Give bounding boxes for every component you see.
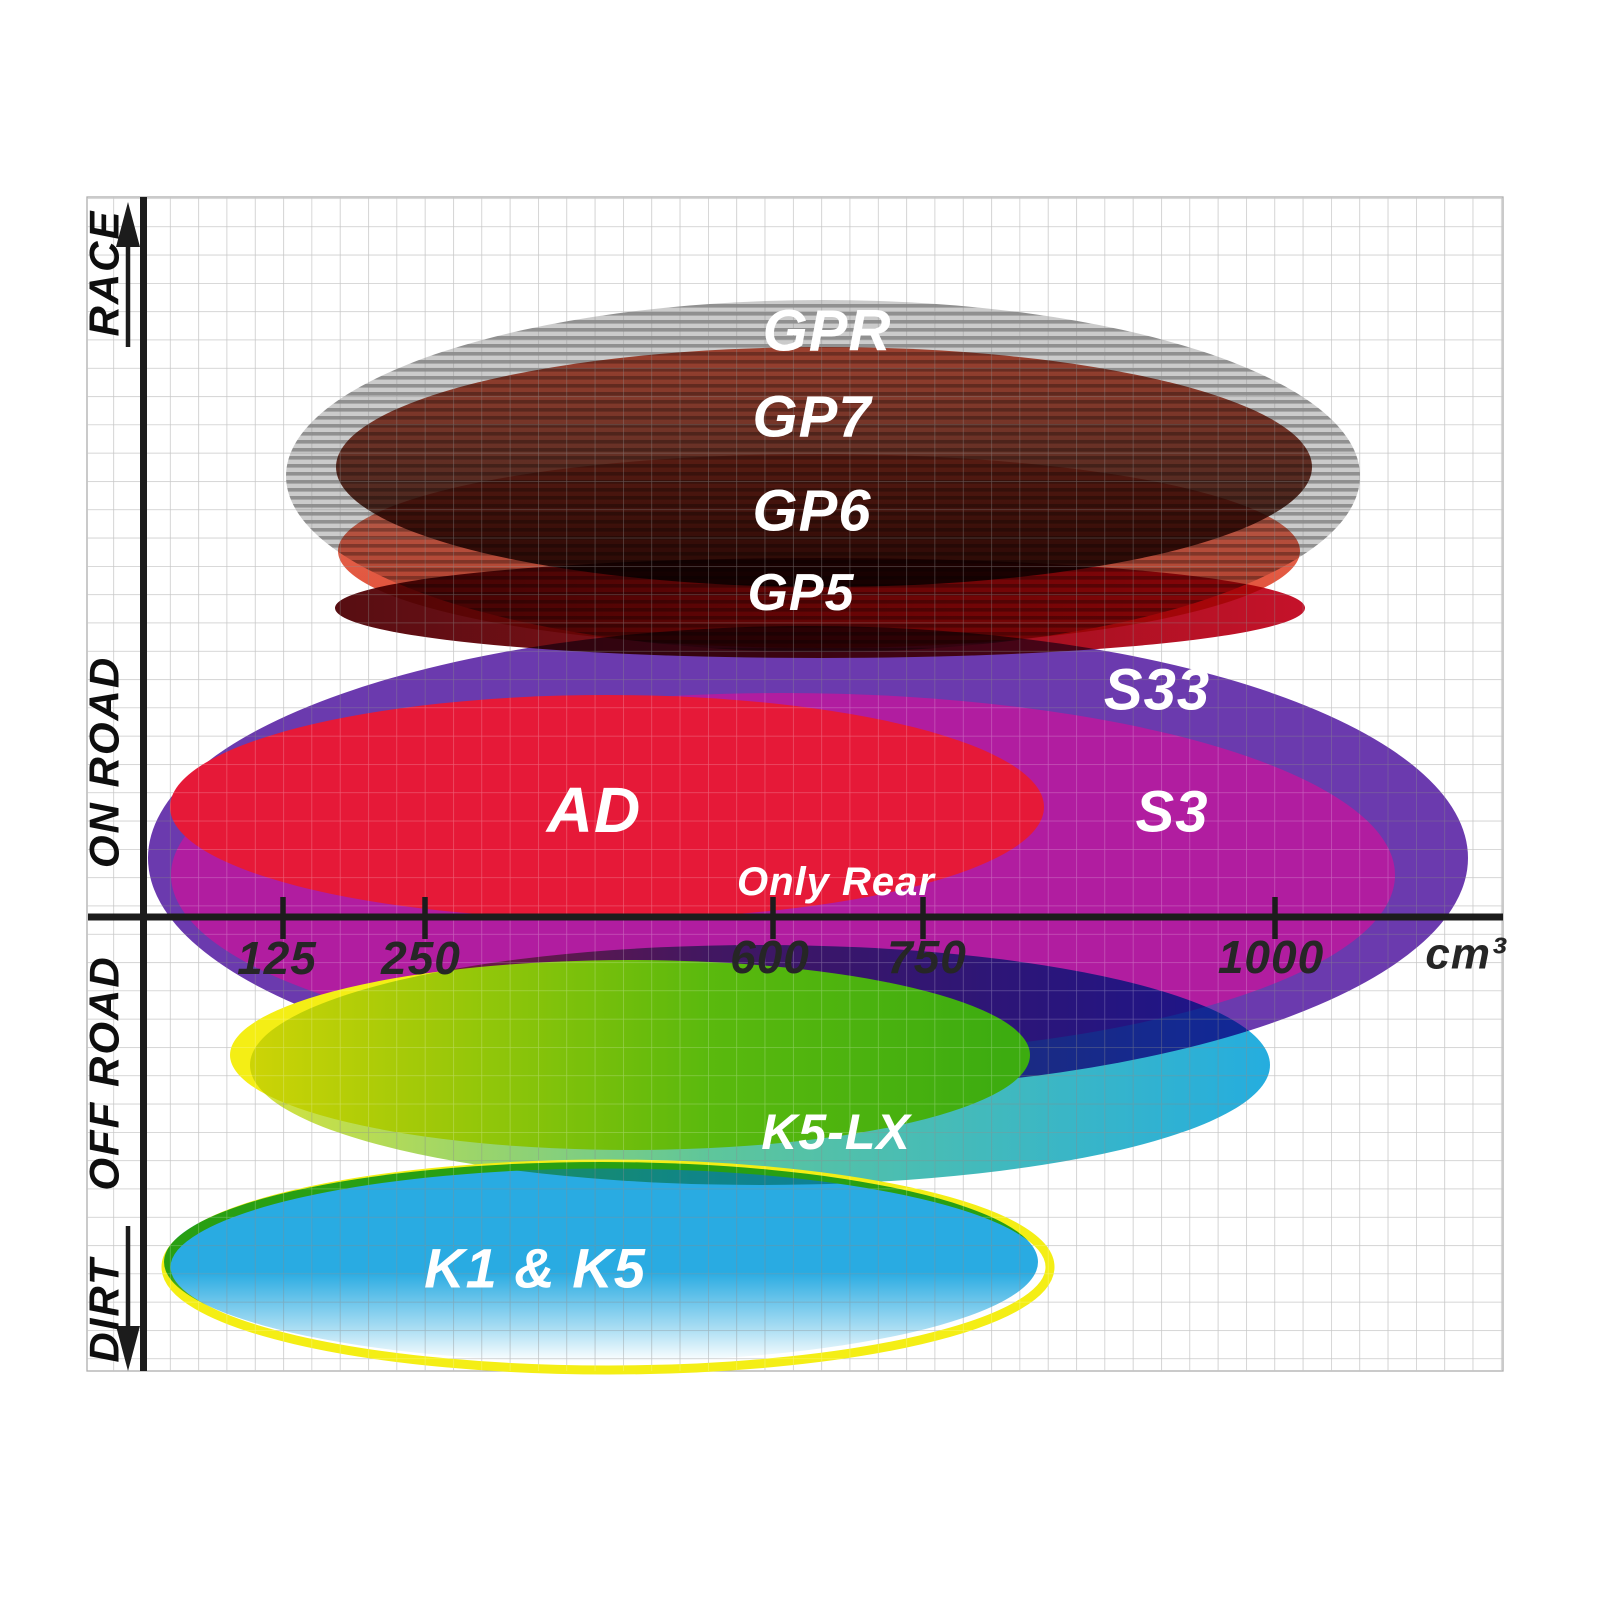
gp7-label: GP7	[752, 385, 873, 450]
s3-label: S3	[1136, 780, 1209, 845]
x-tick-label-250: 250	[380, 932, 461, 984]
x-tick-label-600: 600	[730, 931, 810, 983]
k1k5-label: K1 & K5	[424, 1237, 646, 1300]
ad-label: AD	[545, 774, 641, 846]
s33-label: S33	[1104, 658, 1210, 723]
y-band-label-offroad: OFF ROAD	[81, 955, 128, 1190]
y-band-label-dirt: DIRT	[81, 1256, 128, 1363]
y-band-label-onroad: ON ROAD	[81, 656, 128, 868]
x-axis-unit-label: cm³	[1425, 930, 1507, 979]
axis-arrowheads	[116, 202, 140, 1371]
gpr-label: GPR	[763, 299, 892, 364]
x-tick-label-1000: 1000	[1218, 931, 1324, 983]
gp6-label: GP6	[752, 479, 871, 544]
k5lx-label: K5-LX	[761, 1104, 912, 1160]
y-band-labels: RACE ON ROAD OFF ROAD DIRT	[81, 209, 128, 1362]
y-band-label-race: RACE	[81, 209, 128, 336]
x-tick-label-125: 125	[237, 932, 317, 984]
race-arrowhead-icon	[116, 202, 140, 247]
dirt-arrowhead-icon	[116, 1326, 140, 1371]
gp5-label: GP5	[747, 564, 854, 622]
axes	[88, 197, 1503, 1371]
x-tick-labels: 125 250 600 750 1000 cm³	[237, 930, 1507, 985]
compound-labels: GPR GP7 GP6 GP5 S33 S3 AD Only Rear K5-L…	[424, 299, 1210, 1300]
only-rear-label: Only Rear	[737, 860, 936, 904]
x-tick-label-750: 750	[887, 931, 967, 983]
grid-overlay	[87, 197, 1503, 1371]
